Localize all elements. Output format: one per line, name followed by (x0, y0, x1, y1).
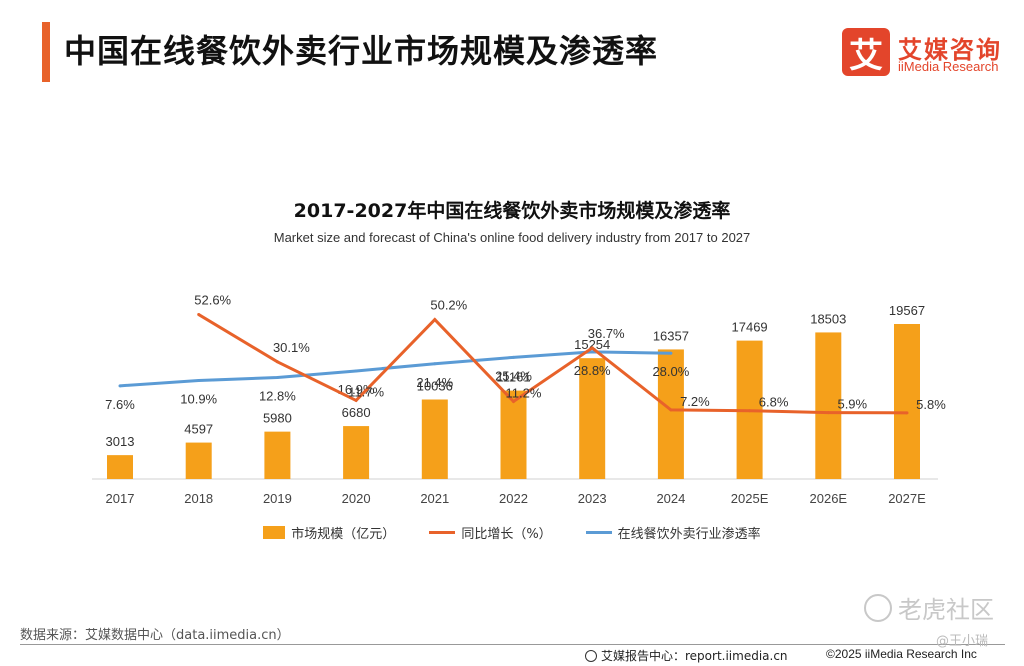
growth-data-label: 11.7% (348, 384, 384, 399)
logo-chinese-name: 艾媒咨询 (898, 36, 1002, 64)
penetration-point (512, 355, 515, 359)
penetration-point (354, 369, 358, 373)
chart-legend: 市场规模（亿元） 同比增长（%） 在线餐饮外卖行业渗透率 (0, 523, 1024, 542)
community-watermark: 老虎社区 (864, 590, 994, 625)
growth-data-label: 6.8% (759, 395, 789, 410)
legend-label: 市场规模（亿元） (291, 527, 396, 542)
growth-data-label: 30.1% (273, 340, 310, 355)
bar-2027E (894, 324, 920, 479)
chart-subtitle: Market size and forecast of China's onli… (273, 230, 751, 245)
watermark-text: 老虎社区 (898, 596, 994, 624)
growth-data-label: 5.8% (916, 397, 946, 412)
title-accent-bar (42, 22, 50, 82)
penetration-point (669, 351, 673, 355)
legend-swatch-bar (263, 526, 286, 539)
penetration-data-label: 10.9% (180, 392, 217, 407)
growth-point (275, 360, 279, 364)
penetration-data-label: 21.4% (416, 375, 453, 390)
author-watermark: @王小瑞 (936, 634, 989, 649)
legend-swatch-line (429, 531, 456, 534)
legend-item-penetration: 在线餐饮外卖行业渗透率 (585, 523, 761, 542)
x-tick-label: 2022 (499, 491, 528, 506)
x-tick-label: 2023 (578, 491, 607, 506)
growth-point (905, 411, 909, 415)
bar-value-label: 19567 (889, 303, 925, 318)
report-center-text: 艾媒报告中心：report.iimedia.cn (601, 649, 788, 663)
growth-data-label: 11.2% (506, 385, 542, 400)
bar-2026E (815, 332, 842, 479)
bar-value-label: 3013 (106, 434, 135, 449)
x-tick-label: 2025E (731, 491, 769, 506)
bar-2024 (657, 349, 684, 479)
bar-2020 (343, 426, 370, 479)
bar-2017 (107, 455, 133, 479)
bar-value-label: 11161 (496, 370, 530, 385)
legend-label: 在线餐饮外卖行业渗透率 (617, 527, 761, 542)
legend-label: 同比增长（%） (461, 527, 552, 542)
page-title: 中国在线餐饮外卖行业市场规模及渗透率 (64, 32, 659, 70)
penetration-point (275, 376, 279, 380)
legend-item-growth: 同比增长（%） (429, 523, 552, 542)
penetration-point (118, 384, 122, 388)
growth-point (590, 346, 594, 350)
penetration-data-label: 7.6% (105, 397, 135, 412)
iimedia-logo-icon: 艾 (842, 28, 890, 76)
growth-data-label: 5.9% (837, 397, 867, 412)
growth-point (748, 409, 752, 413)
logo-english-name: iiMedia Research (898, 59, 999, 74)
legend-swatch-line (585, 531, 612, 534)
penetration-data-label: 28.0% (652, 364, 689, 379)
penetration-point (197, 379, 201, 383)
growth-point (826, 411, 830, 415)
chart-title: 2017-2027年中国在线餐饮外卖市场规模及渗透率 (293, 200, 731, 222)
x-tick-label: 2024 (656, 491, 685, 506)
bar-2022 (500, 390, 527, 479)
bar-value-label: 16357 (653, 328, 689, 343)
penetration-point (590, 350, 594, 354)
footer-divider (20, 644, 1005, 645)
bar-value-label: 4597 (184, 422, 213, 437)
x-tick-label: 2021 (420, 491, 449, 506)
penetration-data-label: 28.8% (574, 363, 611, 378)
penetration-data-label: 16.9% (338, 382, 375, 397)
bar-value-label: 17469 (732, 320, 768, 335)
growth-data-label: 7.2% (680, 394, 710, 409)
bar-value-label: 15254 (574, 337, 610, 352)
globe-icon (585, 649, 597, 662)
bar-2021 (421, 399, 448, 479)
penetration-line (119, 350, 671, 388)
report-center-link[interactable]: 艾媒报告中心：report.iimedia.cn (585, 647, 788, 664)
penetration-data-label: 12.8% (259, 389, 296, 404)
legend-item-market-size: 市场规模（亿元） (263, 523, 395, 542)
x-tick-label: 2027E (888, 491, 926, 506)
penetration-data-label: 25.4% (495, 368, 532, 383)
bar-value-label: 10036 (417, 378, 453, 393)
bar-2023 (579, 358, 606, 479)
data-source-note: 数据来源：艾媒数据中心（data.iimedia.cn） (20, 628, 290, 643)
x-tick-label: 2026E (810, 491, 848, 506)
x-tick-label: 2019 (263, 491, 292, 506)
x-tick-label: 2020 (342, 491, 371, 506)
penetration-point (433, 362, 437, 366)
growth-data-label: 36.7% (588, 326, 625, 341)
growth-line (197, 313, 908, 415)
bar-value-label: 5980 (263, 411, 292, 426)
bar-value-label: 6680 (342, 405, 371, 420)
growth-point (669, 408, 673, 412)
tiger-logo-icon (864, 593, 892, 622)
growth-data-label: 50.2% (430, 298, 467, 313)
bar-value-label: 18503 (810, 311, 846, 326)
bar-2018 (185, 442, 212, 479)
x-tick-label: 2018 (184, 491, 213, 506)
growth-point (354, 398, 358, 402)
growth-point (197, 313, 201, 317)
growth-data-label: 52.6% (194, 293, 231, 308)
x-tick-label: 2017 (106, 491, 135, 506)
bar-2019 (264, 431, 291, 479)
copyright-text: ©2025 iiMedia Research Inc (826, 647, 977, 661)
growth-point (512, 399, 515, 403)
growth-point (433, 318, 437, 322)
